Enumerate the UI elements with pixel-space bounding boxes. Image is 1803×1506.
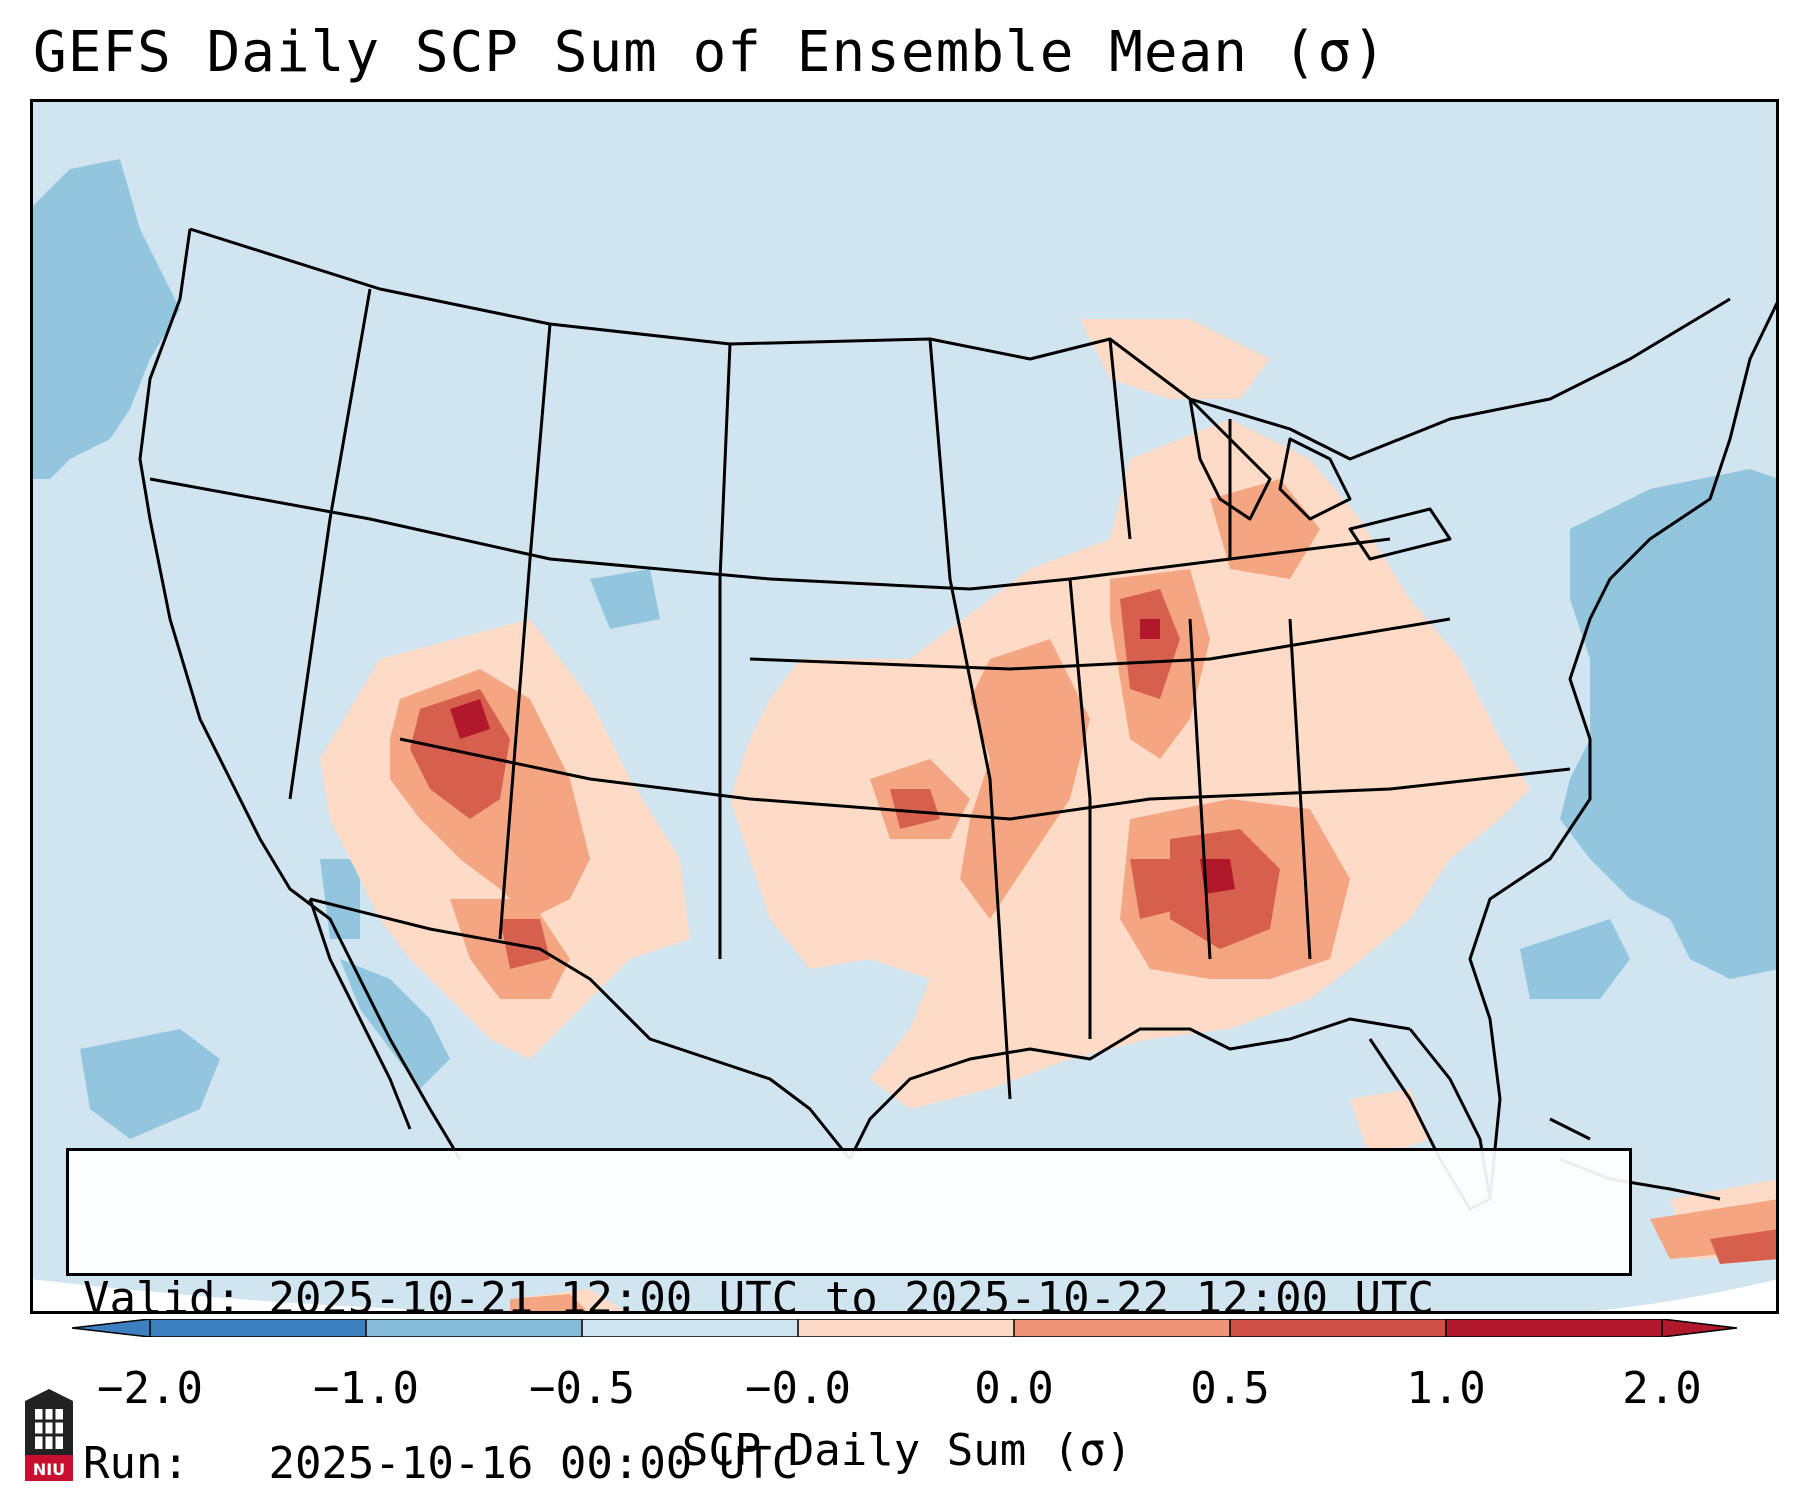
colorbar-tick-label: 0.0 — [974, 1363, 1054, 1414]
colorbar-segment — [1230, 1319, 1446, 1337]
colorbar-extend-min — [72, 1319, 150, 1337]
colorbar-segment — [1446, 1319, 1662, 1337]
run-label: Run: — [83, 1438, 189, 1489]
valid-value: 2025-10-21 12:00 UTC to 2025-10-22 12:00… — [268, 1273, 1435, 1324]
colorbar — [72, 1319, 1737, 1337]
valid-row: Valid: 2025-10-21 12:00 UTC to 2025-10-2… — [83, 1271, 1615, 1326]
map-panel — [30, 99, 1779, 1314]
colorbar-segment — [582, 1319, 798, 1337]
projection-corner-right — [1530, 1279, 1779, 1314]
projection-corner-left — [30, 1279, 630, 1314]
colorbar-tick-label: 0.5 — [1190, 1363, 1270, 1414]
colorbar-extend-max — [1662, 1319, 1737, 1337]
colorbar-tick-label: −2.0 — [97, 1363, 203, 1414]
colorbar-tick-label: −0.0 — [745, 1363, 851, 1414]
figure-title: GEFS Daily SCP Sum of Ensemble Mean (σ) — [33, 20, 1387, 85]
valid-label: Valid: — [83, 1273, 242, 1324]
colorbar-segment — [150, 1319, 366, 1337]
valid-run-info-box: Valid: 2025-10-21 12:00 UTC to 2025-10-2… — [66, 1148, 1632, 1489]
colorbar-segment — [1014, 1319, 1230, 1337]
colorbar-tick-label: −1.0 — [313, 1363, 419, 1414]
map-border — [30, 99, 1779, 1314]
niu-logo: NIU — [25, 1389, 73, 1481]
colorbar-segment — [798, 1319, 1014, 1337]
colorbar-label: SCP Daily Sum (σ) — [681, 1425, 1133, 1476]
colorbar-segment — [366, 1319, 582, 1337]
niu-logo-text: NIU — [33, 1460, 65, 1479]
colorbar-tick-label: 2.0 — [1622, 1363, 1702, 1414]
max-positive-layer — [450, 619, 1235, 894]
map-boundaries — [138, 227, 1779, 1211]
run-value: 2025-10-16 00:00 UTC — [268, 1438, 799, 1489]
colorbar-tick-label: −0.5 — [529, 1363, 635, 1414]
run-row: Run: 2025-10-16 00:00 UTC — [83, 1436, 1615, 1491]
colorbar-tick-label: 1.0 — [1406, 1363, 1486, 1414]
